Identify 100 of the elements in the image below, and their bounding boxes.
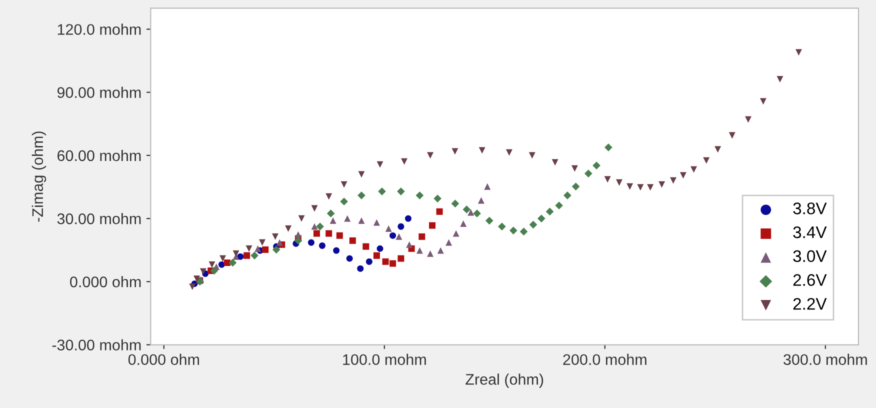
- point: [224, 259, 230, 266]
- point: [318, 242, 326, 249]
- y-tick-label: 0.000 ohm: [70, 276, 141, 288]
- point: [313, 230, 320, 237]
- point: [572, 182, 580, 190]
- point: [795, 49, 802, 56]
- point: [276, 239, 283, 246]
- point: [670, 177, 677, 184]
- legend-label: 2.6V: [793, 274, 827, 286]
- point: [528, 152, 536, 159]
- point: [385, 225, 392, 232]
- point: [250, 252, 258, 260]
- point: [232, 250, 240, 257]
- point: [366, 258, 372, 265]
- point: [398, 223, 404, 230]
- x-tick-label: 100.0 mohm: [343, 354, 426, 366]
- point: [584, 170, 592, 178]
- point: [537, 214, 546, 222]
- point: [776, 76, 784, 83]
- point: [427, 152, 434, 159]
- point: [744, 116, 752, 123]
- point: [728, 132, 736, 139]
- point: [376, 245, 384, 252]
- point: [373, 252, 380, 259]
- point: [436, 208, 443, 215]
- point: [294, 231, 302, 238]
- point: [428, 222, 436, 229]
- point: [396, 233, 402, 240]
- point: [373, 219, 380, 226]
- point: [382, 258, 389, 265]
- legend-label: 3.8V: [793, 202, 827, 214]
- point: [703, 157, 710, 164]
- point: [326, 210, 335, 218]
- point: [298, 215, 305, 222]
- point: [484, 183, 491, 190]
- point: [416, 191, 424, 200]
- point: [418, 233, 426, 240]
- point: [451, 200, 460, 208]
- legend-label: 3.4V: [793, 226, 827, 238]
- point: [452, 230, 460, 237]
- y-axis-title: -Zimag (ohm): [32, 132, 46, 222]
- point: [437, 247, 444, 254]
- point: [218, 261, 225, 268]
- point: [358, 191, 366, 200]
- point: [647, 184, 654, 191]
- point: [346, 255, 353, 262]
- point: [258, 239, 266, 246]
- x-tick-label: 0.000 ohm: [128, 354, 199, 366]
- point: [760, 98, 766, 105]
- point: [200, 268, 206, 275]
- point: [563, 191, 572, 200]
- point: [468, 209, 474, 216]
- point: [529, 220, 538, 229]
- legend-label: 3.0V: [793, 250, 827, 262]
- point: [262, 246, 269, 253]
- point: [237, 253, 244, 260]
- point: [452, 148, 458, 155]
- point: [604, 144, 612, 152]
- y-tick-label: 60.00 mohm: [58, 150, 141, 162]
- point: [244, 252, 250, 259]
- point: [520, 228, 528, 236]
- point: [473, 210, 481, 218]
- point: [485, 216, 494, 225]
- point: [358, 217, 365, 224]
- x-tick-label: 300.0 mohm: [784, 354, 867, 366]
- point: [340, 181, 348, 188]
- legend-label: 2.2V: [793, 298, 827, 310]
- point: [397, 187, 405, 196]
- point: [460, 220, 467, 227]
- point: [398, 255, 404, 262]
- point: [311, 205, 318, 212]
- point: [333, 247, 340, 254]
- point: [509, 226, 518, 234]
- point: [592, 162, 600, 170]
- point: [555, 202, 563, 210]
- point: [446, 239, 452, 246]
- point: [357, 265, 364, 272]
- point: [498, 222, 506, 230]
- point: [189, 283, 196, 290]
- point: [228, 258, 237, 267]
- point: [294, 236, 302, 245]
- y-tick-label: 120.0 mohm: [58, 24, 141, 35]
- point: [272, 233, 279, 240]
- point: [552, 159, 558, 166]
- y-tick-label: -30.00 mohm: [52, 339, 141, 350]
- point: [362, 243, 370, 250]
- y-tick-label: 90.00 mohm: [57, 86, 141, 98]
- point: [714, 146, 722, 153]
- point: [478, 197, 484, 204]
- point: [285, 225, 292, 232]
- point: [571, 165, 578, 172]
- point: [506, 149, 512, 156]
- point: [416, 247, 423, 254]
- point: [616, 179, 622, 186]
- point: [336, 232, 343, 239]
- point: [546, 208, 554, 216]
- point: [478, 147, 486, 154]
- x-tick-label: 200.0 mohm: [563, 354, 646, 366]
- point: [427, 250, 434, 257]
- point: [340, 198, 348, 206]
